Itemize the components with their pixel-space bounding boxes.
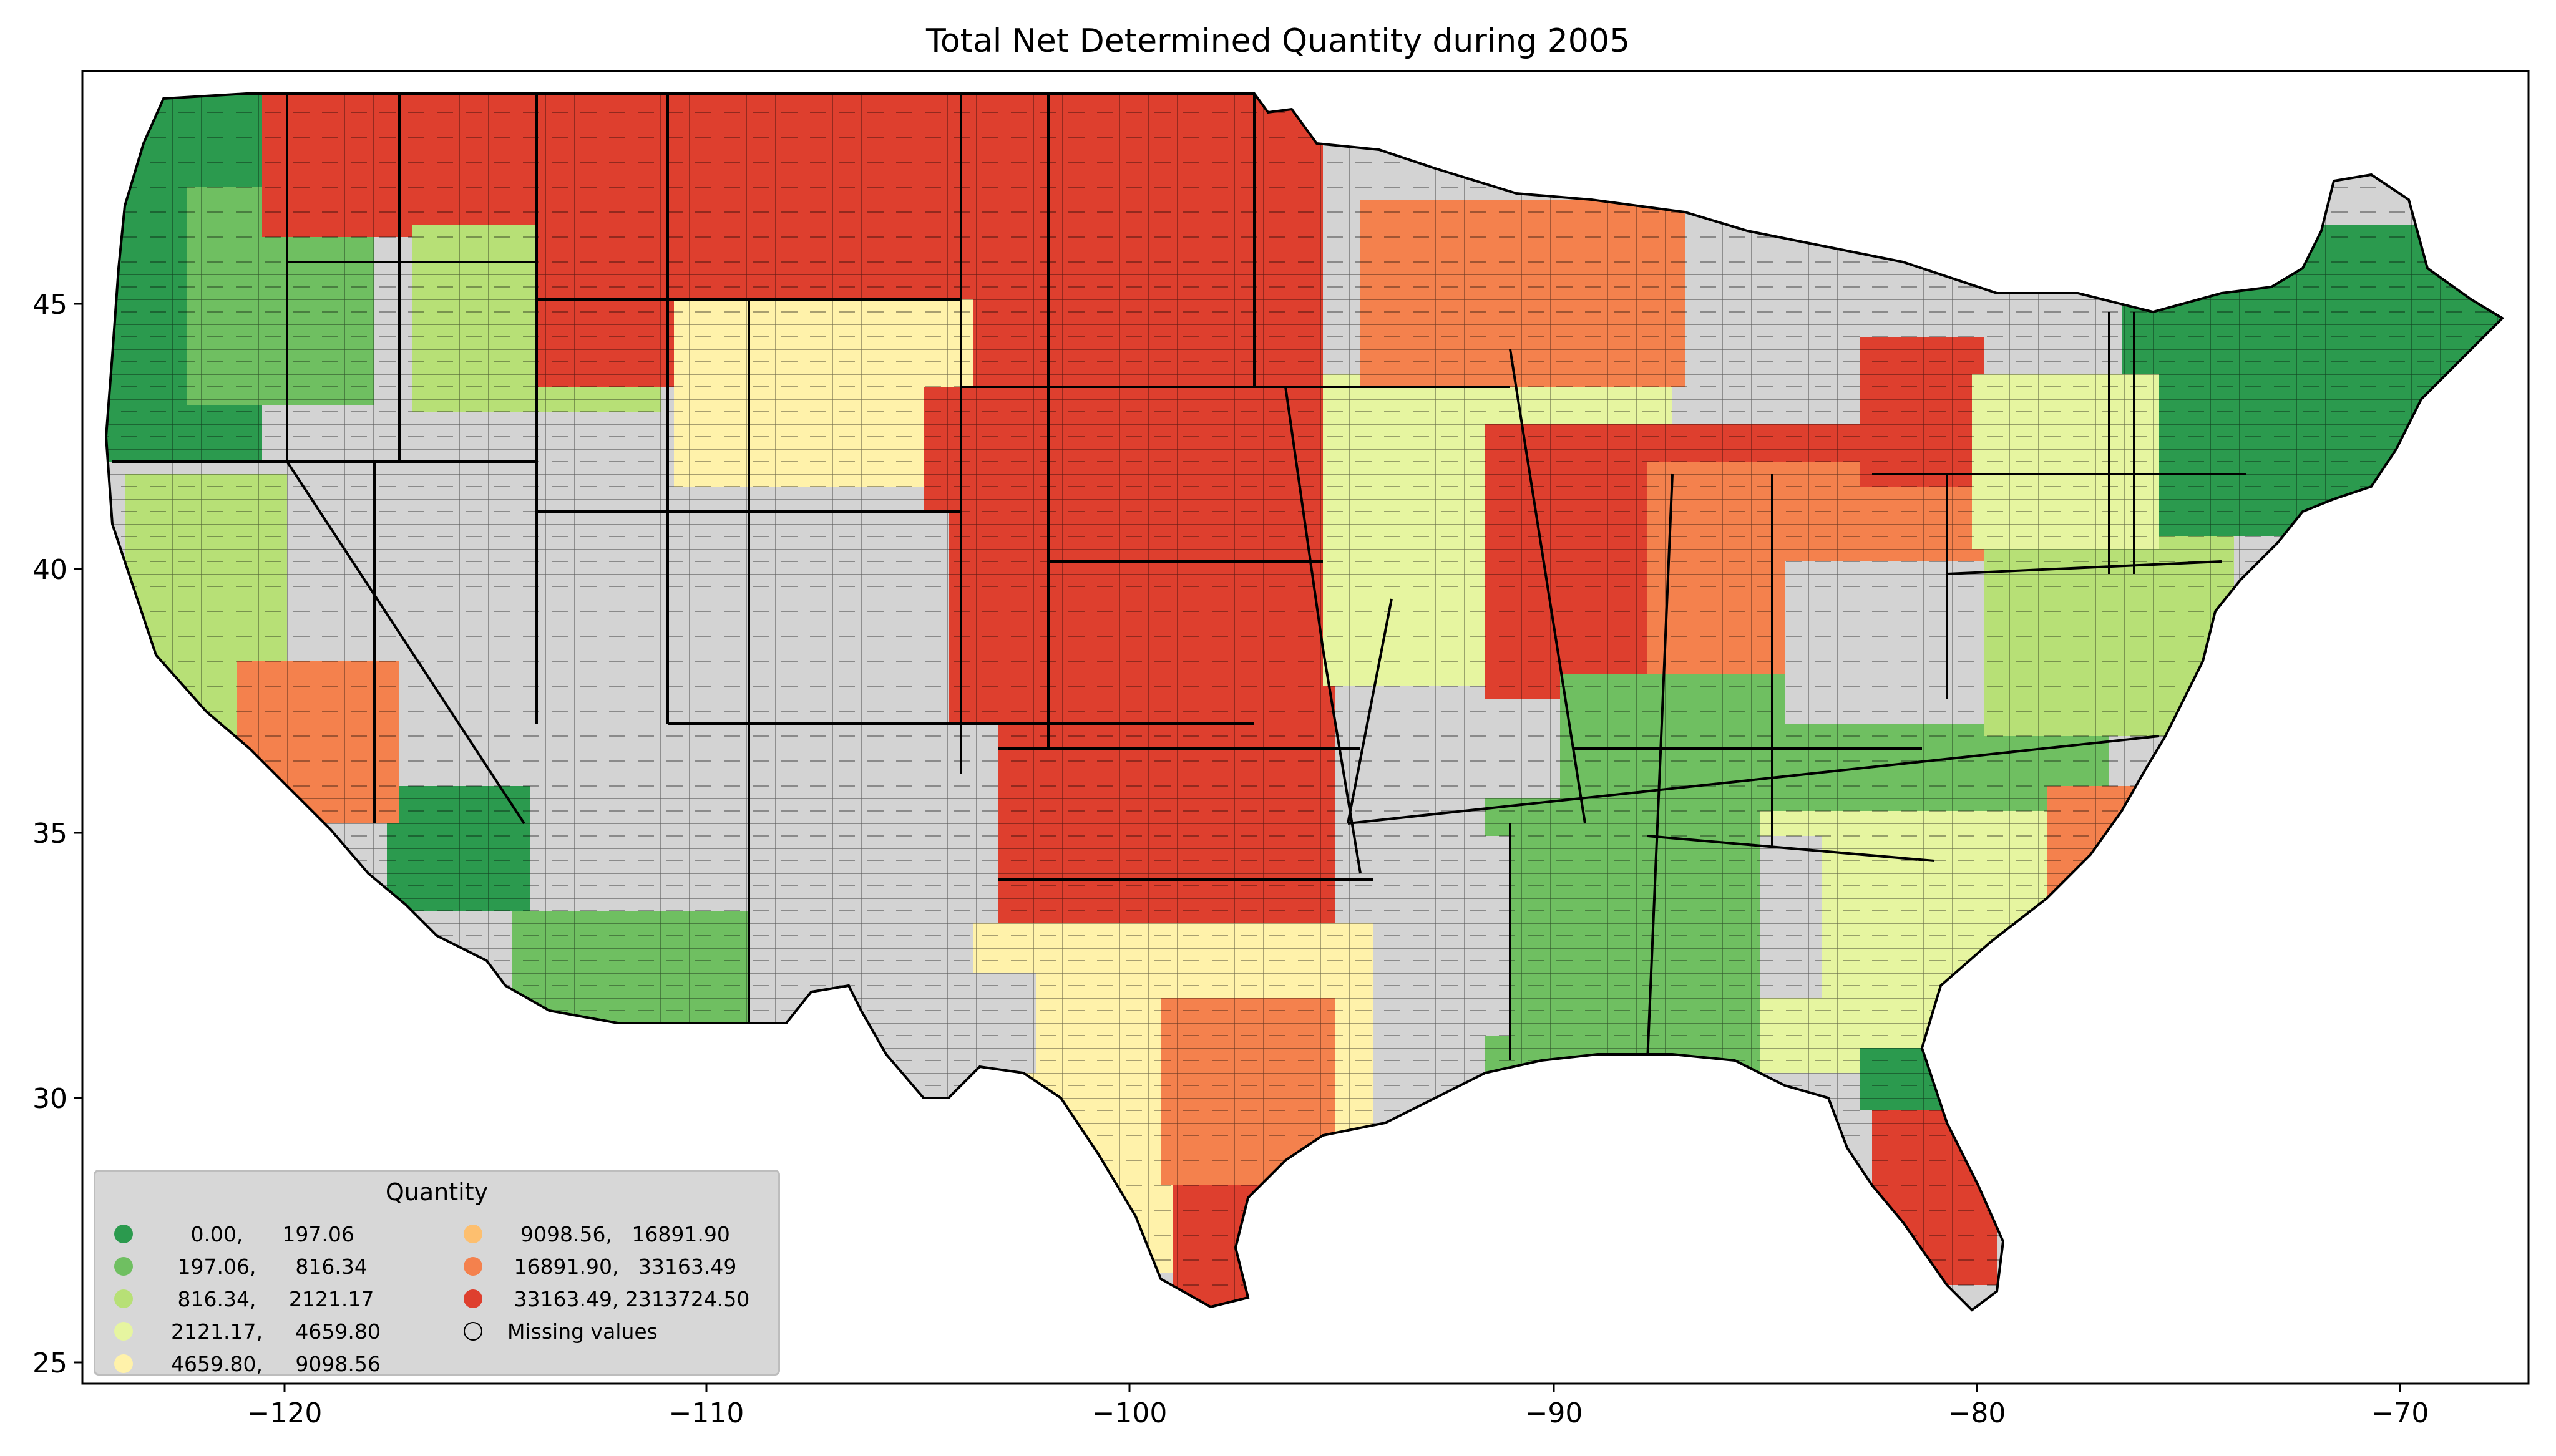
y-tick-label: 45	[32, 289, 67, 321]
legend-label: 16891.90, 33163.49	[507, 1254, 737, 1279]
legend: Quantity 0.00, 197.06 197.06, 816.34 816…	[94, 1170, 780, 1376]
legend-label: 33163.49, 2313724.50	[507, 1286, 750, 1311]
x-tick-label: −120	[247, 1397, 323, 1429]
legend-entry: 0.00, 197.06	[114, 1218, 354, 1250]
legend-swatch	[464, 1289, 482, 1308]
legend-swatch	[464, 1322, 482, 1341]
legend-swatch	[464, 1257, 482, 1276]
legend-entry: 4659.80, 9098.56	[114, 1348, 381, 1379]
x-tick-label: −80	[1948, 1397, 2006, 1429]
legend-swatch	[114, 1257, 133, 1276]
legend-entry: Missing values	[464, 1316, 658, 1347]
y-tick-label: 40	[32, 554, 67, 586]
legend-label: 2121.17, 4659.80	[158, 1319, 381, 1344]
x-tick-label: −100	[1092, 1397, 1168, 1429]
y-tick-label: 30	[32, 1083, 67, 1115]
legend-swatch	[464, 1225, 482, 1243]
legend-label: 197.06, 816.34	[158, 1254, 368, 1279]
legend-swatch	[114, 1354, 133, 1373]
legend-title: Quantity	[385, 1178, 489, 1206]
x-tick-label: −110	[669, 1397, 744, 1429]
legend-entry: 2121.17, 4659.80	[114, 1316, 381, 1347]
y-tick-labels: 45 40 35 30 25	[32, 289, 67, 1379]
y-axis	[74, 303, 82, 1364]
legend-label: 816.34, 2121.17	[158, 1286, 374, 1311]
legend-label: 0.00, 197.06	[158, 1221, 354, 1246]
x-axis	[283, 1384, 2401, 1392]
legend-swatch	[114, 1289, 133, 1308]
legend-entry: 197.06, 816.34	[114, 1251, 368, 1282]
y-tick-label: 35	[32, 818, 67, 850]
legend-swatch	[114, 1322, 133, 1341]
state-borders	[112, 94, 2246, 1061]
legend-entry: 9098.56, 16891.90	[464, 1218, 730, 1250]
legend-label: 4659.80, 9098.56	[158, 1351, 381, 1376]
legend-entry: 33163.49, 2313724.50	[464, 1283, 749, 1314]
x-tick-label: −70	[2371, 1397, 2429, 1429]
legend-label: 9098.56, 16891.90	[507, 1221, 730, 1246]
legend-label: Missing values	[507, 1319, 658, 1344]
x-tick-labels: −120 −110 −100 −90 −80 −70	[247, 1397, 2429, 1429]
y-tick-label: 25	[32, 1347, 67, 1379]
map-title: Total Net Determined Quantity during 200…	[925, 22, 1631, 60]
x-tick-label: −90	[1525, 1397, 1583, 1429]
legend-entry: 16891.90, 33163.49	[464, 1251, 736, 1282]
legend-swatch	[114, 1225, 133, 1243]
country-outline	[104, 92, 2505, 1312]
legend-entry: 816.34, 2121.17	[114, 1283, 374, 1314]
